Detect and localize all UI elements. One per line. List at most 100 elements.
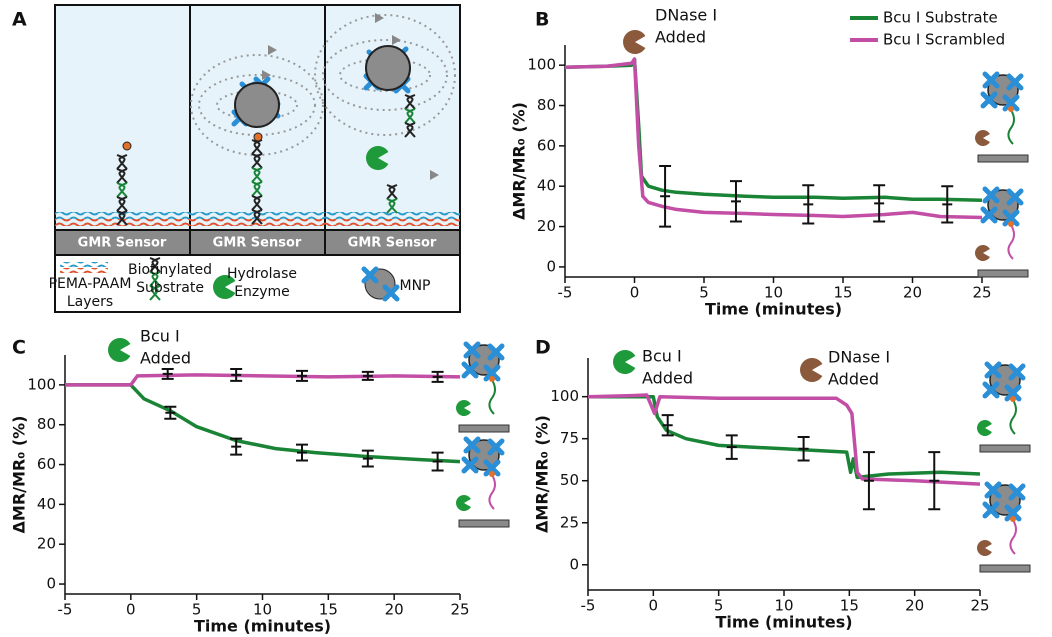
y-tick-label: 40 [537,177,556,195]
y-tick-label: 0 [546,257,556,275]
legend-label: Layers [67,294,113,310]
legend-label: Biotinylated [128,262,212,278]
y-tick-label: 100 [27,375,56,393]
dna-helix [251,153,263,169]
antibody-icon [982,501,1000,519]
antibody-icon [1002,209,1020,227]
error-bar [729,180,742,223]
x-axis-label: Time (minutes) [705,300,842,319]
dna-helix [251,209,263,225]
field-arrow [375,13,384,23]
legend-label: Bcu I Substrate [883,9,998,27]
panel-label: D [535,337,551,359]
error-bar [661,414,674,437]
panel-label: C [12,337,26,359]
legend-swatch [60,268,108,273]
x-tick-label: 5 [699,284,709,302]
enzyme-icon [975,244,990,261]
y-axis-label: ΔMR/MR₀ (%) [533,415,552,533]
annotation: Bcu I [642,347,682,366]
strand-icon [1007,109,1015,145]
data-line [588,394,981,480]
strand-icon [1007,224,1015,260]
strand-icon [488,379,496,415]
biotin-icon [1010,516,1016,522]
annotation: Bcu I [140,327,180,346]
dna-helix [404,108,416,124]
antibody-icon [1004,384,1022,402]
biotin [122,141,132,151]
antibody-icon [1006,188,1024,206]
enzyme-icon [977,540,992,556]
antibody-icon [487,343,505,361]
biotin-icon [489,471,495,477]
y-tick-label: 50 [560,471,579,489]
y-tick-label: 100 [527,56,556,74]
dna-helix [404,94,416,110]
x-tick-label: 20 [385,601,404,619]
x-axis-label: Time (minutes) [715,613,852,632]
dna-helix [404,122,416,138]
y-tick-label: 60 [37,455,56,473]
error-bar [431,451,444,472]
x-tick-label: 0 [649,597,659,615]
y-tick-label: 25 [560,513,579,531]
dna-helix [116,196,128,212]
enzyme-icon [366,146,389,170]
x-tick-label: 5 [192,601,202,619]
x-tick-label: -5 [58,601,73,619]
y-tick-label: 40 [37,495,56,513]
x-tick-label: 10 [764,284,783,302]
strand-icon [488,474,496,510]
y-tick-label: 75 [560,429,579,447]
legend-label: MNP [400,278,431,294]
error-bar [164,405,177,420]
enzyme-icon [800,357,823,383]
polymer-layer [55,219,460,226]
antibody-icon [483,459,501,477]
enzyme-icon [456,495,471,511]
antibody-icon [1006,73,1024,91]
error-bar [296,369,308,382]
antibody-icon [463,341,481,359]
data-line [65,373,461,387]
y-tick-label: 0 [46,575,56,593]
dna-helix [386,184,398,200]
x-tick-label: 25 [450,601,469,619]
field-arrow [268,45,277,55]
y-axis-label: ΔMR/MR₀ (%) [510,102,529,220]
antibody-icon [1008,483,1026,501]
y-axis-label: ΔMR/MR₀ (%) [10,416,29,534]
legend-box [54,254,461,313]
annotation: Added [642,369,693,388]
legend-label: Substrate [136,280,204,296]
antibody-icon [461,361,479,379]
field-arrow [392,35,401,45]
panel-label: B [535,9,549,31]
enzyme-icon [108,338,131,362]
dna-helix [116,168,128,184]
y-tick-label: 20 [37,535,56,553]
error-bar [802,184,815,225]
antibody-icon [1002,94,1020,112]
x-tick-label: 10 [774,597,793,615]
legend-swatch [60,262,108,267]
x-tick-label: 25 [970,597,989,615]
error-bar [361,370,374,381]
antibody-icon [984,481,1002,499]
x-tick-label: 10 [253,601,272,619]
error-bar [431,370,444,383]
x-axis-label: Time (minutes) [194,617,331,636]
mnp [365,45,411,91]
y-tick-label: 20 [537,217,556,235]
data-line [587,393,981,486]
biotin-icon [1008,221,1014,227]
x-tick-label: 15 [833,284,852,302]
error-bar [161,367,174,380]
legend-label: PEMA-PAAM [49,276,132,292]
mnp [234,82,280,128]
x-tick-label: 20 [903,284,922,302]
antibody-icon [461,456,479,474]
annotation: Added [828,370,879,389]
